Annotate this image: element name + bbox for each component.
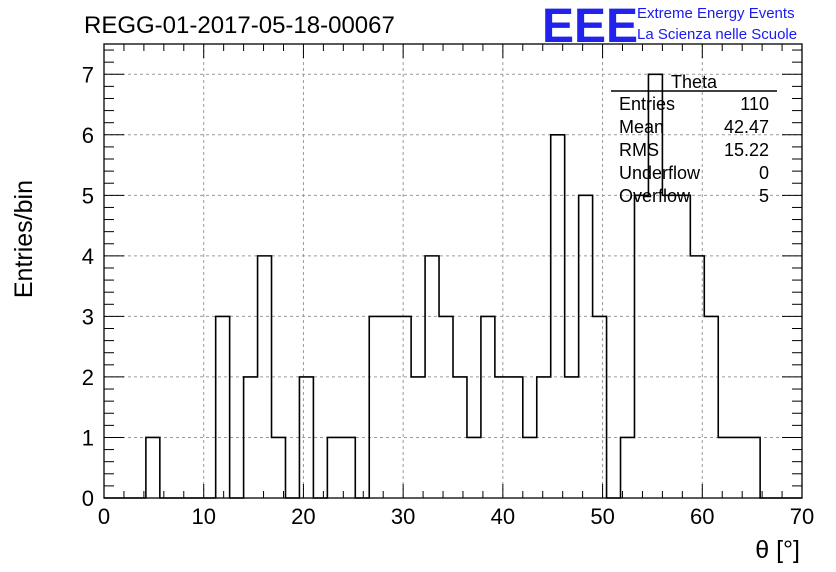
x-tick-label: 50 [590,504,614,529]
logo-mark: EEE [542,0,638,53]
x-tick-label: 30 [391,504,415,529]
x-tick-label: 60 [690,504,714,529]
stats-label: Mean [619,117,664,137]
stats-value: 42.47 [724,117,769,137]
histogram-bars [104,73,802,499]
stats-label: Overflow [619,186,691,206]
histogram-bin [593,316,607,498]
histogram-bin [579,195,593,498]
histogram-bin [439,316,453,498]
histogram-bin [327,437,341,498]
histogram-bin [467,437,481,498]
histogram-bin [146,437,160,498]
y-tick-label: 4 [82,244,94,269]
y-tick-label: 3 [82,304,94,329]
histogram-bin [676,195,690,498]
stats-value: 15.22 [724,140,769,160]
stats-label: Underflow [619,163,701,183]
histogram-outline [104,73,802,499]
stats-value: 5 [759,186,769,206]
stats-rows: Entries 110 Mean 42.47 RMS 15.22 Underflow 0 Ove… [619,94,769,206]
histogram-bin [704,316,718,498]
x-tick-label: 70 [790,504,814,529]
histogram-bin [648,74,662,498]
x-tick-label: 0 [98,504,110,529]
histogram-bin [621,437,635,498]
x-tick-label: 10 [191,504,215,529]
histogram-bin [369,316,383,498]
histogram-bin [662,195,676,498]
y-tick-label: 5 [82,183,94,208]
stats-label: Entries [619,94,675,114]
axis-ticks [103,44,803,499]
histogram-bin [258,256,272,498]
stats-box: Theta Entries 110 Mean 42.47 RMS 15.22 Underfl… [611,72,777,206]
x-tick-label: 20 [291,504,315,529]
stats-label: RMS [619,140,659,160]
y-tick-label: 0 [82,486,94,511]
stats-title: Theta [671,72,718,92]
histogram-bin [397,316,411,498]
histogram-bin [383,316,397,498]
y-tick-label: 7 [82,62,94,87]
y-axis-title: Entries/bin [10,180,38,298]
histogram-bin [718,437,732,498]
histogram-bin [299,377,313,498]
histogram-bin [746,437,760,498]
histogram-bin [341,437,355,498]
stats-value: 110 [740,94,769,114]
histogram-bin [732,437,746,498]
y-tick-label: 1 [82,425,94,450]
plot-frame [103,43,803,499]
histogram-bin [216,316,230,498]
eee-logo: EEE Extreme Energy Events La Scienza nel… [542,0,797,53]
y-tick-label: 6 [82,123,94,148]
histogram-bin [272,437,286,498]
histogram-bin [634,195,648,498]
x-axis-title: θ [°] [755,536,800,564]
y-tick-label: 2 [82,365,94,390]
logo-line-1: Extreme Energy Events [637,5,795,22]
histogram-bin [481,316,495,498]
stats-value: 0 [759,163,769,183]
logo-line-2: La Scienza nelle Scuole [637,26,797,43]
grid [104,44,802,498]
histogram-bin [523,437,537,498]
chart-title: REGG-01-2017-05-18-00067 [84,12,395,39]
x-tick-label: 40 [491,504,515,529]
